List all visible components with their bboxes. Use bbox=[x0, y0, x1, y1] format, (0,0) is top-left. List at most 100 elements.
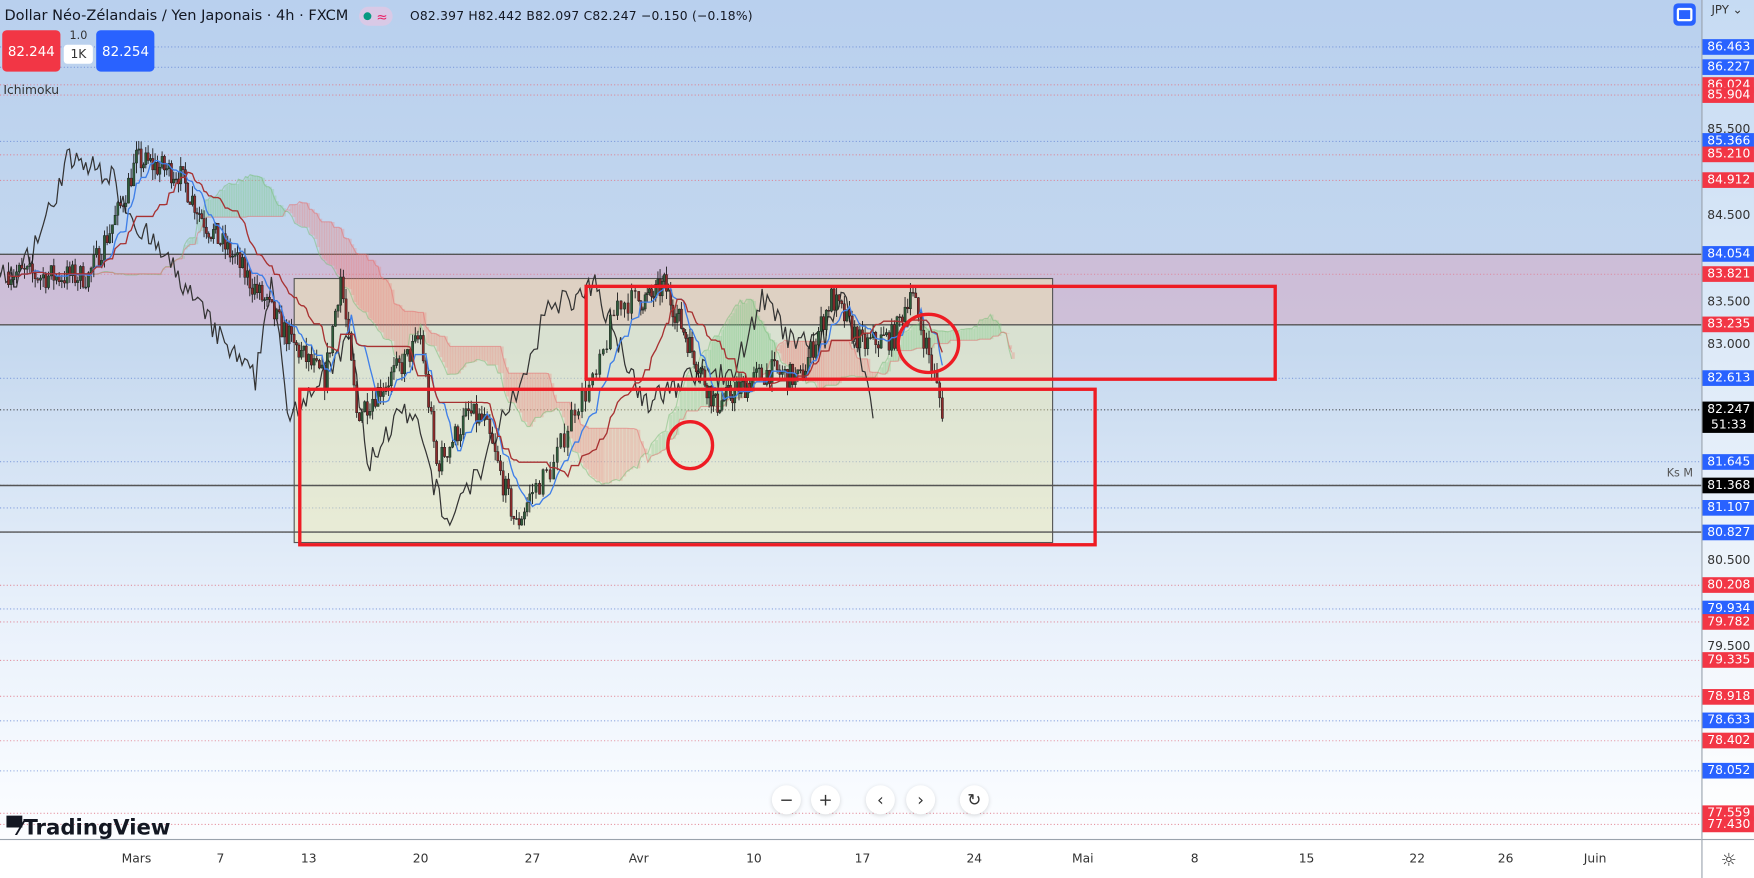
candle-body bbox=[336, 304, 340, 312]
candle-body bbox=[188, 201, 192, 205]
zoom-out-button[interactable]: − bbox=[771, 785, 801, 815]
candle-body bbox=[443, 447, 446, 457]
time-label: 10 bbox=[746, 851, 762, 866]
candle-body bbox=[837, 294, 841, 302]
candle-body bbox=[616, 300, 619, 316]
cloud-segment bbox=[903, 332, 907, 351]
cloud-segment bbox=[945, 331, 949, 344]
quantity-input[interactable]: 1K bbox=[63, 44, 94, 64]
cloud-segment bbox=[776, 348, 780, 352]
zoom-in-button[interactable]: + bbox=[810, 785, 841, 815]
candle-body bbox=[331, 326, 335, 354]
candle-body bbox=[667, 289, 670, 292]
cloud-segment bbox=[112, 272, 116, 273]
price-label: 84.912 bbox=[1702, 172, 1754, 189]
ichimoku-cloud bbox=[77, 174, 1015, 485]
price-label: 82.247 51:33 bbox=[1702, 401, 1754, 434]
candle-body bbox=[368, 411, 372, 416]
cloud-segment bbox=[346, 238, 350, 288]
cloud-segment bbox=[543, 373, 547, 414]
cloud-segment bbox=[593, 428, 597, 479]
symbol-title[interactable]: Dollar Néo-Zélandais / Yen Japonais · 4h… bbox=[4, 7, 349, 25]
candle-body bbox=[174, 178, 178, 181]
chart-plot-area[interactable] bbox=[0, 0, 1702, 839]
cloud-segment bbox=[947, 331, 951, 344]
candle-body bbox=[310, 354, 313, 366]
candle-body bbox=[541, 469, 545, 495]
candle-body bbox=[389, 371, 393, 387]
candle-body bbox=[812, 341, 815, 358]
cloud-segment bbox=[601, 428, 605, 485]
candle-body bbox=[139, 148, 143, 169]
cloud-segment bbox=[676, 406, 680, 435]
candle-body bbox=[357, 412, 361, 421]
market-status[interactable]: ≈ bbox=[359, 6, 393, 26]
price-label: 85.500 bbox=[1707, 122, 1751, 137]
candle-body bbox=[302, 345, 306, 351]
cloud-segment bbox=[181, 256, 185, 259]
candle-body bbox=[15, 271, 18, 278]
sell-button[interactable]: 82.244 bbox=[2, 30, 61, 72]
price-axis[interactable]: JPY ⌄ 86.463 86.227 86.024 85.904 85.500 85.3… bbox=[1701, 0, 1754, 839]
cloud-segment bbox=[729, 315, 733, 400]
candle-body bbox=[605, 348, 609, 350]
price-label: 84.054 bbox=[1702, 246, 1754, 263]
candle-body bbox=[195, 212, 199, 215]
indicator-legend-ichimoku[interactable]: Ichimoku bbox=[3, 82, 60, 98]
time-axis[interactable]: Mars 7 13 20 27 Avr 10 17 24 Mai 8 15 22 26 Juin bbox=[0, 838, 1702, 878]
cloud-segment bbox=[548, 373, 552, 412]
trade-panel: 82.244 1.0 1K 82.254 bbox=[2, 30, 155, 72]
settings-gear-icon[interactable]: ☼ bbox=[1701, 838, 1754, 878]
candle-body bbox=[124, 202, 128, 207]
cloud-segment bbox=[247, 177, 251, 217]
candle-body bbox=[898, 316, 902, 318]
cloud-segment bbox=[939, 330, 943, 344]
cloud-segment bbox=[918, 323, 922, 349]
time-label: 8 bbox=[1190, 851, 1199, 866]
cloud-segment bbox=[900, 332, 904, 351]
cloud-segment bbox=[219, 190, 223, 218]
cloud-segment bbox=[210, 196, 214, 218]
scroll-left-button[interactable]: ‹ bbox=[865, 785, 895, 815]
tradingview-logo[interactable]: ▀⁄ TradingView bbox=[7, 815, 171, 840]
cloud-segment bbox=[752, 301, 756, 386]
candle-body bbox=[381, 391, 385, 397]
cloud-segment bbox=[979, 319, 983, 340]
cloud-segment bbox=[856, 357, 860, 377]
candle-body bbox=[135, 149, 138, 164]
cloud-segment bbox=[572, 414, 576, 452]
cloud-segment bbox=[394, 303, 398, 355]
scroll-right-button[interactable]: › bbox=[906, 785, 936, 815]
candle-body bbox=[290, 325, 293, 335]
chart-canvas[interactable] bbox=[0, 0, 1702, 839]
price-label: 79.934 bbox=[1702, 601, 1754, 617]
candle-body bbox=[268, 297, 271, 300]
candle-body bbox=[236, 252, 239, 255]
cloud-segment bbox=[238, 179, 242, 218]
reset-chart-button[interactable]: ↻ bbox=[959, 785, 989, 815]
buy-button[interactable]: 82.254 bbox=[96, 30, 155, 72]
cloud-segment bbox=[373, 260, 377, 324]
cloud-segment bbox=[212, 196, 216, 218]
senkou-span-b-line bbox=[77, 201, 1013, 464]
cloud-segment bbox=[551, 383, 555, 412]
candle-body bbox=[903, 306, 907, 322]
fullscreen-button[interactable] bbox=[1673, 3, 1696, 26]
candle-body bbox=[186, 182, 190, 203]
cloud-segment bbox=[823, 341, 827, 388]
cloud-segment bbox=[287, 209, 291, 212]
cloud-segment bbox=[259, 176, 263, 217]
candle-body bbox=[477, 413, 481, 424]
candle-body bbox=[413, 335, 417, 342]
candle-body bbox=[673, 316, 677, 323]
fullscreen-icon bbox=[1676, 7, 1693, 22]
candle-body bbox=[387, 385, 390, 388]
time-label: 15 bbox=[1298, 851, 1315, 866]
cloud-segment bbox=[818, 341, 823, 391]
price-label: 81.368 bbox=[1702, 477, 1754, 494]
cloud-segment bbox=[449, 346, 454, 375]
currency-selector[interactable]: JPY ⌄ bbox=[1711, 3, 1743, 17]
price-label: 77.430 bbox=[1702, 816, 1754, 833]
candle-body bbox=[320, 364, 324, 369]
cloud-segment bbox=[885, 362, 889, 375]
